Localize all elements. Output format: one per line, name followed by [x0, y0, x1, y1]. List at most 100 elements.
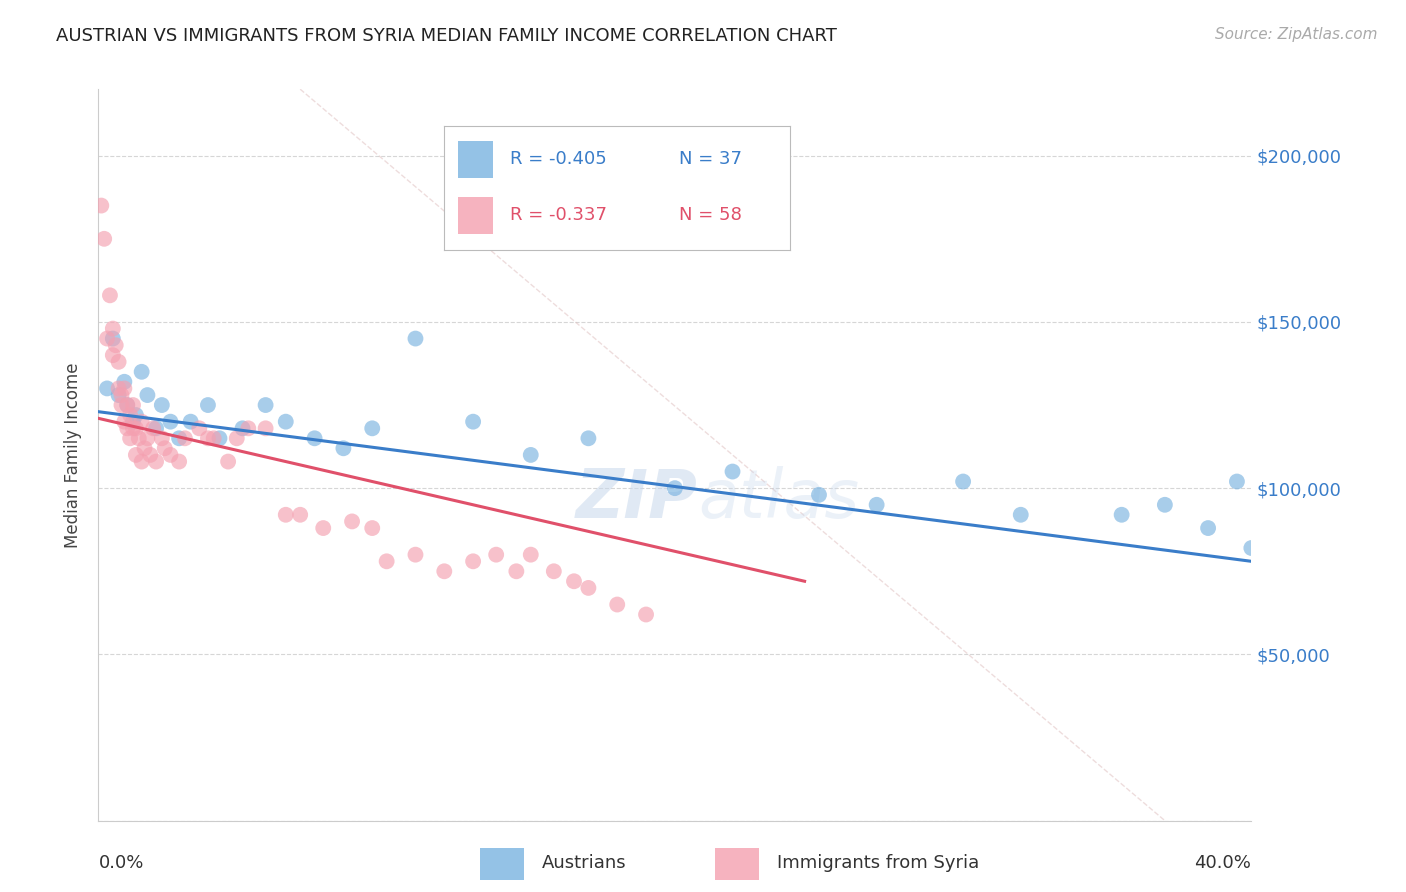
Point	[225, 431, 247, 445]
Point	[197, 398, 219, 412]
Point	[122, 421, 145, 435]
Point	[117, 398, 139, 412]
Point	[807, 488, 830, 502]
Point	[361, 521, 384, 535]
Point	[112, 381, 135, 395]
Text: Austrians: Austrians	[543, 854, 627, 872]
Point	[167, 431, 190, 445]
Point	[90, 198, 112, 212]
Point	[461, 415, 484, 429]
Point	[274, 508, 297, 522]
Bar	[458, 196, 492, 234]
Point	[578, 581, 600, 595]
Point	[664, 481, 686, 495]
Point	[340, 515, 363, 529]
Point	[107, 355, 129, 369]
Point	[202, 431, 225, 445]
Point	[125, 408, 148, 422]
Point	[117, 421, 139, 435]
Point	[485, 548, 508, 562]
Point	[101, 321, 124, 335]
Point	[290, 508, 312, 522]
Point	[562, 574, 585, 589]
Point	[1240, 541, 1263, 555]
Point	[110, 388, 132, 402]
Text: 40.0%: 40.0%	[1195, 854, 1251, 871]
Point	[180, 415, 202, 429]
Text: atlas: atlas	[697, 466, 859, 532]
Point	[131, 365, 153, 379]
Point	[93, 232, 115, 246]
Point	[120, 431, 142, 445]
Point	[405, 332, 427, 346]
Point	[188, 421, 211, 435]
Point	[122, 415, 145, 429]
Text: Source: ZipAtlas.com: Source: ZipAtlas.com	[1215, 27, 1378, 42]
Text: AUSTRIAN VS IMMIGRANTS FROM SYRIA MEDIAN FAMILY INCOME CORRELATION CHART: AUSTRIAN VS IMMIGRANTS FROM SYRIA MEDIAN…	[56, 27, 837, 45]
Point	[98, 288, 121, 302]
Point	[112, 415, 135, 429]
Point	[405, 548, 427, 562]
Point	[254, 421, 277, 435]
Point	[134, 442, 156, 456]
Point	[721, 465, 744, 479]
Point	[107, 381, 129, 395]
Point	[153, 442, 176, 456]
Point	[578, 431, 600, 445]
Point	[636, 607, 658, 622]
Point	[110, 398, 132, 412]
Point	[274, 415, 297, 429]
Point	[505, 564, 527, 578]
Point	[1111, 508, 1133, 522]
Bar	[458, 141, 492, 178]
Point	[606, 598, 628, 612]
Point	[254, 398, 277, 412]
Point	[131, 454, 153, 468]
Point	[150, 398, 173, 412]
Point	[952, 475, 974, 489]
Point	[122, 398, 145, 412]
Text: 0.0%: 0.0%	[98, 854, 143, 871]
Point	[145, 454, 167, 468]
Point	[139, 448, 162, 462]
Point	[104, 338, 127, 352]
Point	[101, 332, 124, 346]
Text: R = -0.337: R = -0.337	[510, 206, 607, 224]
Point	[117, 398, 139, 412]
Point	[174, 431, 197, 445]
Point	[361, 421, 384, 435]
Point	[461, 554, 484, 568]
Point	[208, 431, 231, 445]
Point	[145, 421, 167, 435]
Point	[304, 431, 326, 445]
Point	[150, 431, 173, 445]
Text: N = 37: N = 37	[679, 151, 742, 169]
Point	[120, 408, 142, 422]
Point	[433, 564, 456, 578]
Point	[112, 375, 135, 389]
Point	[332, 442, 354, 456]
Point	[217, 454, 239, 468]
Text: ZIP: ZIP	[576, 466, 697, 532]
Point	[231, 421, 254, 435]
Point	[142, 421, 165, 435]
Point	[1226, 475, 1249, 489]
Point	[1010, 508, 1032, 522]
Point	[520, 448, 543, 462]
Point	[101, 348, 124, 362]
Point	[1197, 521, 1219, 535]
Bar	[481, 848, 523, 880]
Point	[167, 454, 190, 468]
Point	[520, 548, 543, 562]
Point	[107, 388, 129, 402]
Point	[197, 431, 219, 445]
Point	[543, 564, 565, 578]
Point	[159, 448, 181, 462]
Point	[125, 448, 148, 462]
Point	[128, 431, 150, 445]
Point	[375, 554, 398, 568]
Point	[1153, 498, 1175, 512]
Point	[136, 431, 159, 445]
Y-axis label: Median Family Income: Median Family Income	[65, 362, 83, 548]
Point	[159, 415, 181, 429]
